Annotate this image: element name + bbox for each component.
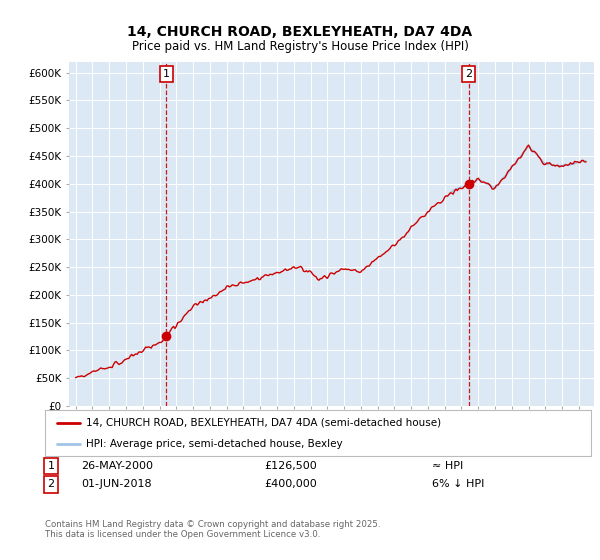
Text: Price paid vs. HM Land Registry's House Price Index (HPI): Price paid vs. HM Land Registry's House … bbox=[131, 40, 469, 53]
Text: 2: 2 bbox=[47, 479, 55, 489]
Text: 1: 1 bbox=[47, 461, 55, 471]
Text: £400,000: £400,000 bbox=[264, 479, 317, 489]
Text: ≈ HPI: ≈ HPI bbox=[432, 461, 463, 471]
Text: £126,500: £126,500 bbox=[264, 461, 317, 471]
Text: Contains HM Land Registry data © Crown copyright and database right 2025.
This d: Contains HM Land Registry data © Crown c… bbox=[45, 520, 380, 539]
Text: 26-MAY-2000: 26-MAY-2000 bbox=[81, 461, 153, 471]
Text: 14, CHURCH ROAD, BEXLEYHEATH, DA7 4DA (semi-detached house): 14, CHURCH ROAD, BEXLEYHEATH, DA7 4DA (s… bbox=[86, 418, 441, 428]
Text: 6% ↓ HPI: 6% ↓ HPI bbox=[432, 479, 484, 489]
Text: HPI: Average price, semi-detached house, Bexley: HPI: Average price, semi-detached house,… bbox=[86, 439, 343, 449]
Text: 2: 2 bbox=[465, 69, 472, 79]
Text: 1: 1 bbox=[163, 69, 170, 79]
Text: 01-JUN-2018: 01-JUN-2018 bbox=[81, 479, 152, 489]
Text: 14, CHURCH ROAD, BEXLEYHEATH, DA7 4DA: 14, CHURCH ROAD, BEXLEYHEATH, DA7 4DA bbox=[127, 25, 473, 39]
